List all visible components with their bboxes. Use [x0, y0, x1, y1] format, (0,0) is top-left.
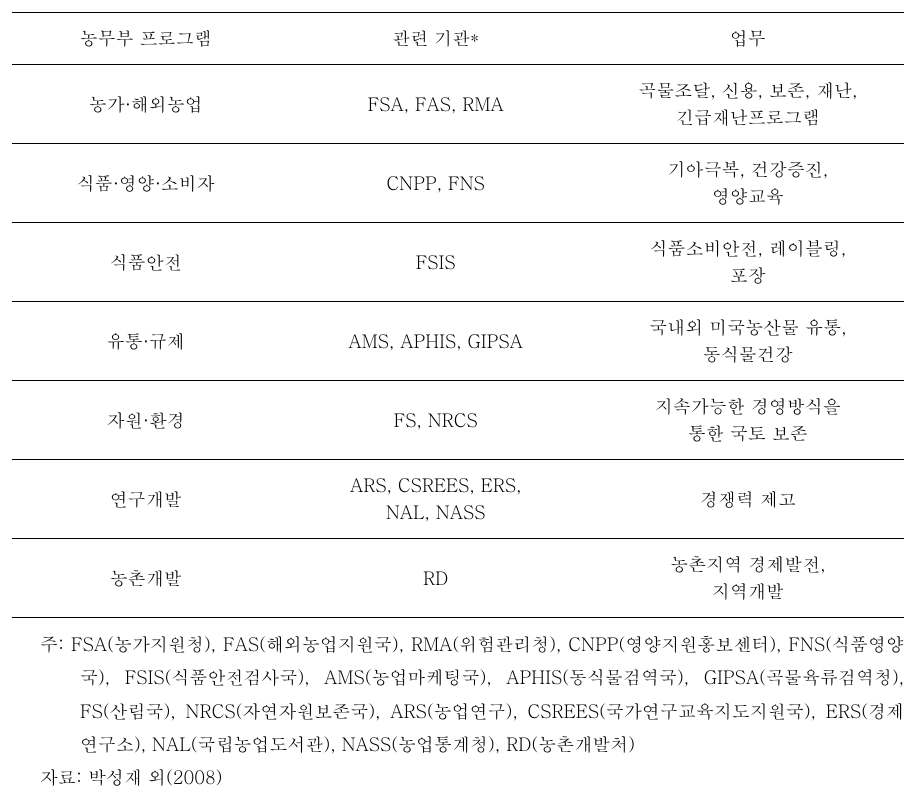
table-row: 농가·해외농업 FSA, FAS, RMA 곡물조달, 신용, 보존, 재난,긴…: [12, 65, 904, 144]
cell-program: 연구개발: [12, 460, 280, 539]
cell-program: 식품·영양·소비자: [12, 144, 280, 223]
cell-program: 식품안전: [12, 223, 280, 302]
table-row: 자원·환경 FS, NRCS 지속가능한 경영방식을통한 국토 보존: [12, 381, 904, 460]
table-row: 연구개발 ARS, CSREES, ERS,NAL, NASS 경쟁력 제고: [12, 460, 904, 539]
table-body: 농가·해외농업 FSA, FAS, RMA 곡물조달, 신용, 보존, 재난,긴…: [12, 65, 904, 618]
cell-duties: 국내외 미국농산물 유통,동식물건강: [592, 302, 904, 381]
header-program: 농무부 프로그램: [12, 13, 280, 65]
cell-duties: 지속가능한 경영방식을통한 국토 보존: [592, 381, 904, 460]
cell-program: 자원·환경: [12, 381, 280, 460]
cell-duties: 농촌지역 경제발전,지역개발: [592, 539, 904, 618]
cell-duties: 기아극복, 건강증진,영양교육: [592, 144, 904, 223]
cell-agencies: ARS, CSREES, ERS,NAL, NASS: [280, 460, 592, 539]
cell-duties: 곡물조달, 신용, 보존, 재난,긴급재난프로그램: [592, 65, 904, 144]
cell-duties: 경쟁력 제고: [592, 460, 904, 539]
table-header-row: 농무부 프로그램 관련 기관* 업무: [12, 13, 904, 65]
table-row: 식품안전 FSIS 식품소비안전, 레이블링,포장: [12, 223, 904, 302]
note-line: 주: FSA(농가지원청), FAS(해외농업지원국), RMA(위험관리청),…: [40, 628, 904, 761]
cell-duties: 식품소비안전, 레이블링,포장: [592, 223, 904, 302]
cell-agencies: FSA, FAS, RMA: [280, 65, 592, 144]
table-notes: 주: FSA(농가지원청), FAS(해외농업지원국), RMA(위험관리청),…: [12, 628, 904, 794]
note-text: FSA(농가지원청), FAS(해외농업지원국), RMA(위험관리청), CN…: [71, 632, 904, 757]
header-duties: 업무: [592, 13, 904, 65]
usda-programs-table: 농무부 프로그램 관련 기관* 업무 농가·해외농업 FSA, FAS, RMA…: [12, 12, 904, 618]
cell-agencies: AMS, APHIS, GIPSA: [280, 302, 592, 381]
source-text: 박성재 외(2008): [88, 765, 222, 790]
source-prefix: 자료:: [40, 765, 82, 790]
cell-agencies: FSIS: [280, 223, 592, 302]
table-row: 농촌개발 RD 농촌지역 경제발전,지역개발: [12, 539, 904, 618]
cell-program: 농촌개발: [12, 539, 280, 618]
cell-program: 유통·규제: [12, 302, 280, 381]
table-row: 유통·규제 AMS, APHIS, GIPSA 국내외 미국농산물 유통,동식물…: [12, 302, 904, 381]
table-row: 식품·영양·소비자 CNPP, FNS 기아극복, 건강증진,영양교육: [12, 144, 904, 223]
cell-agencies: FS, NRCS: [280, 381, 592, 460]
note-prefix: 주:: [40, 632, 64, 657]
source-line: 자료: 박성재 외(2008): [40, 761, 904, 794]
cell-agencies: RD: [280, 539, 592, 618]
cell-program: 농가·해외농업: [12, 65, 280, 144]
header-agencies: 관련 기관*: [280, 13, 592, 65]
cell-agencies: CNPP, FNS: [280, 144, 592, 223]
